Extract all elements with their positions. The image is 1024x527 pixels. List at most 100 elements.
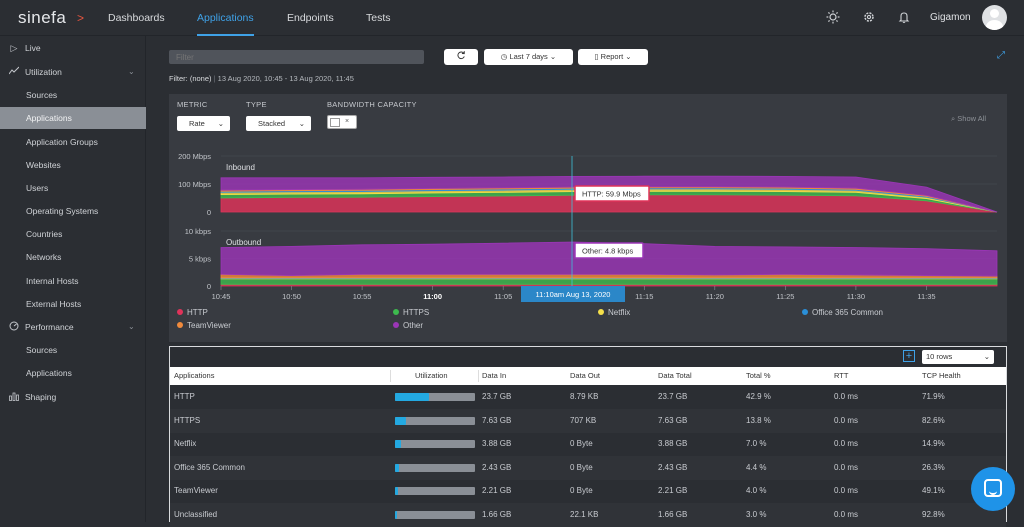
col-header-applications[interactable]: Applications xyxy=(174,371,215,380)
sidebar-item-perf-applications[interactable]: Applications xyxy=(26,368,72,378)
cell-data-total: 2.21 GB xyxy=(658,486,688,496)
chart-panel-title: Inbound xyxy=(226,163,255,172)
cell-data-out: 0 Byte xyxy=(570,462,593,472)
clock-icon: ◷ xyxy=(500,52,508,61)
user-name[interactable]: Gigamon xyxy=(930,12,971,23)
report-label: Report xyxy=(600,52,624,61)
sidebar-item-sources[interactable]: Sources xyxy=(26,90,58,100)
sidebar-item-performance[interactable]: Performance ⌄ xyxy=(0,316,146,338)
table-row[interactable]: HTTPS 7.63 GB 707 KB 7.63 GB 13.8 % 0.0 ms 82.… xyxy=(170,408,1006,433)
cell-rtt: 0.0 ms xyxy=(834,486,859,496)
col-header-data-in[interactable]: Data In xyxy=(482,371,507,380)
add-column-button[interactable]: + xyxy=(903,350,915,362)
legend-item-http[interactable]: HTTP xyxy=(177,308,208,317)
type-select[interactable]: Stacked ⌄ xyxy=(246,116,311,131)
utilization-bar xyxy=(395,487,475,496)
cell-tcp: 26.3% xyxy=(922,462,945,472)
x-tick-label: 10:50 xyxy=(282,292,301,301)
cell-rtt: 0.0 ms xyxy=(834,510,859,519)
sidebar-item-shaping[interactable]: Shaping xyxy=(0,386,146,408)
legend-item-other[interactable]: Other xyxy=(393,321,423,330)
trend-line-icon xyxy=(8,61,20,83)
date-range-label: Last 7 days xyxy=(509,52,548,61)
x-tick-label: 10:55 xyxy=(353,292,372,301)
type-value: Stacked xyxy=(258,119,286,128)
legend-item-teamviewer[interactable]: TeamViewer xyxy=(177,321,231,330)
sidebar-item-label: Utilization xyxy=(25,67,62,77)
col-header-data-out[interactable]: Data Out xyxy=(570,371,601,380)
cell-tcp: 71.9% xyxy=(922,392,945,401)
col-header-tcp-health[interactable]: TCP Health xyxy=(922,371,961,380)
sidebar-item-utilization[interactable]: Utilization ⌄ xyxy=(0,61,146,83)
area-series-other xyxy=(220,175,998,213)
chevron-down-icon: ⌄ xyxy=(128,322,135,331)
app-logo[interactable]: sinefa xyxy=(18,8,67,27)
col-header-data-total[interactable]: Data Total xyxy=(658,371,692,380)
y-tick-label: 5 kbps xyxy=(189,255,211,264)
cell-rtt: 0.0 ms xyxy=(834,392,859,401)
nav-applications[interactable]: Applications xyxy=(197,0,254,36)
table-row[interactable]: Unclassified 1.66 GB 22.1 KB 1.66 GB 3.0 % 0.… xyxy=(170,503,1006,527)
sidebar-item-live[interactable]: ▷ Live xyxy=(0,37,146,59)
refresh-button[interactable] xyxy=(444,49,478,65)
nav-endpoints[interactable]: Endpoints xyxy=(287,12,334,24)
x-tick-label: 10:45 xyxy=(212,292,231,301)
col-header-utilization[interactable]: Utilization xyxy=(415,371,448,380)
nav-dashboards[interactable]: Dashboards xyxy=(108,12,165,24)
applications-table: + 10 rows ⌄ Applications Utilization Dat… xyxy=(169,346,1007,527)
x-tick-label: 11:30 xyxy=(847,292,865,301)
sidebar-item-applications[interactable]: Applications xyxy=(0,107,146,129)
sidebar-item-networks[interactable]: Networks xyxy=(26,252,62,262)
sidebar-item-application-groups[interactable]: Application Groups xyxy=(26,137,98,147)
rows-per-page-value: 10 rows xyxy=(926,352,953,361)
table-row[interactable]: Netflix 3.88 GB 0 Byte 3.88 GB 7.0 % 0.0 ms 14… xyxy=(170,432,1006,456)
table-row[interactable]: Office 365 Common 2.43 GB 0 Byte 2.43 GB 4.4… xyxy=(170,455,1006,480)
cell-data-total: 1.66 GB xyxy=(658,510,688,519)
refresh-icon xyxy=(457,51,465,60)
utilization-bar-fill xyxy=(395,511,398,519)
cell-tcp: 14.9% xyxy=(922,439,945,449)
inbound-tooltip-text: HTTP: 59.9 Mbps xyxy=(582,190,641,199)
sidebar: ▷ Live Utilization ⌄ Sources Application… xyxy=(0,36,146,522)
legend-item-office-365-common[interactable]: Office 365 Common xyxy=(802,308,883,317)
sidebar-item-users[interactable]: Users xyxy=(26,183,49,193)
table-row[interactable]: HTTP 23.7 GB 8.79 KB 23.7 GB 42.9 % 0.0 ms 71.… xyxy=(170,385,1006,409)
avatar[interactable] xyxy=(982,5,1007,30)
show-all-button[interactable]: ⌕ Show All xyxy=(951,114,986,124)
utilization-bar-fill xyxy=(395,440,401,449)
x-tick-label: 11:20 xyxy=(706,292,724,301)
cell-rtt: 0.0 ms xyxy=(834,415,859,425)
col-header-rtt[interactable]: RTT xyxy=(834,371,849,380)
metric-select[interactable]: Rate ⌄ xyxy=(177,116,230,131)
sidebar-item-operating-systems[interactable]: Operating Systems xyxy=(26,206,99,216)
cell-rtt: 0.0 ms xyxy=(834,439,859,449)
filter-input[interactable] xyxy=(169,50,424,64)
brightness-icon[interactable] xyxy=(826,10,840,24)
sidebar-item-external-hosts[interactable]: External Hosts xyxy=(26,299,82,309)
sidebar-item-countries[interactable]: Countries xyxy=(26,229,63,239)
bell-icon[interactable] xyxy=(897,10,911,24)
report-dropdown[interactable]: ▯ Report ⌄ xyxy=(578,49,648,65)
cell-tcp: 49.1% xyxy=(922,486,945,496)
table-row[interactable]: TeamViewer 2.21 GB 0 Byte 2.21 GB 4.0 % 0.0 m… xyxy=(170,479,1006,503)
rows-per-page-select[interactable]: 10 rows ⌄ xyxy=(922,350,994,364)
expand-icon[interactable]: ⤢ xyxy=(997,50,1005,61)
nav-tests[interactable]: Tests xyxy=(366,12,391,24)
col-header-total-pct[interactable]: Total % xyxy=(746,371,771,380)
sidebar-item-perf-sources[interactable]: Sources xyxy=(26,345,58,355)
sidebar-item-websites[interactable]: Websites xyxy=(26,160,61,170)
filter-status-range: 13 Aug 2020, 10:45 - 13 Aug 2020, 11:45 xyxy=(217,74,354,83)
search-icon: ⌕ xyxy=(951,114,956,123)
legend-dot xyxy=(177,322,183,328)
sidebar-item-internal-hosts[interactable]: Internal Hosts xyxy=(26,276,79,286)
gear-icon[interactable] xyxy=(862,10,876,24)
x-tick-label: 11:35 xyxy=(917,292,935,301)
cursor-time-label xyxy=(521,286,625,302)
date-range-dropdown[interactable]: ◷ Last 7 days ⌄ xyxy=(484,49,573,65)
bandwidth-capacity-toggle[interactable]: × xyxy=(327,115,357,129)
chat-button[interactable] xyxy=(971,467,1015,511)
legend-item-netflix[interactable]: Netflix xyxy=(598,308,630,317)
x-tick-label: 11:25 xyxy=(776,292,794,301)
legend-item-https[interactable]: HTTPS xyxy=(393,308,429,317)
utilization-bar xyxy=(395,393,475,401)
